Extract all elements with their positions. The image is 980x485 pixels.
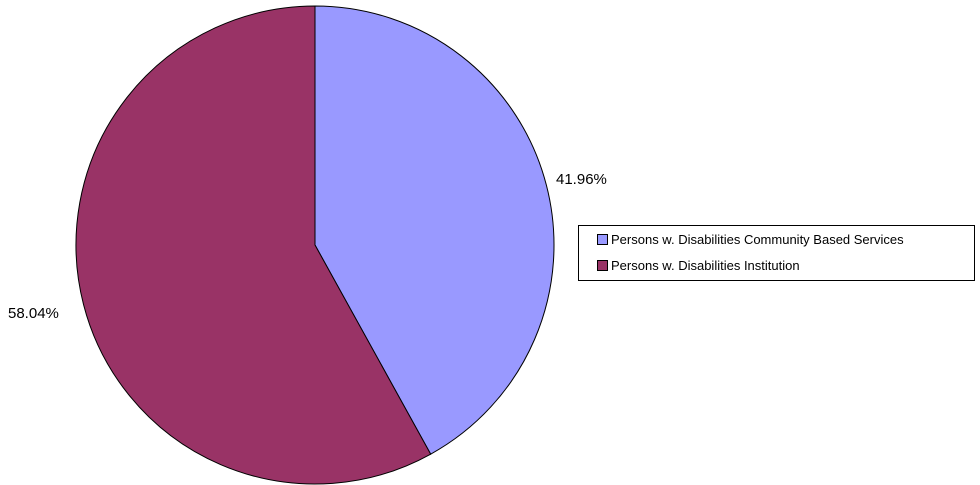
legend-swatch-community [597,234,608,245]
legend-label-institution: Persons w. Disabilities Institution [611,258,800,273]
legend-item-community: Persons w. Disabilities Community Based … [597,232,904,247]
slice-percent-label-0: 41.96% [556,171,607,188]
legend: Persons w. Disabilities Community Based … [578,225,975,281]
legend-label-community: Persons w. Disabilities Community Based … [611,232,904,247]
legend-swatch-institution [597,260,608,271]
pie-slice-1 [75,5,432,485]
pie-slice-0 [314,5,555,455]
legend-item-institution: Persons w. Disabilities Institution [597,258,800,273]
slice-percent-label-1: 58.04% [8,305,59,322]
